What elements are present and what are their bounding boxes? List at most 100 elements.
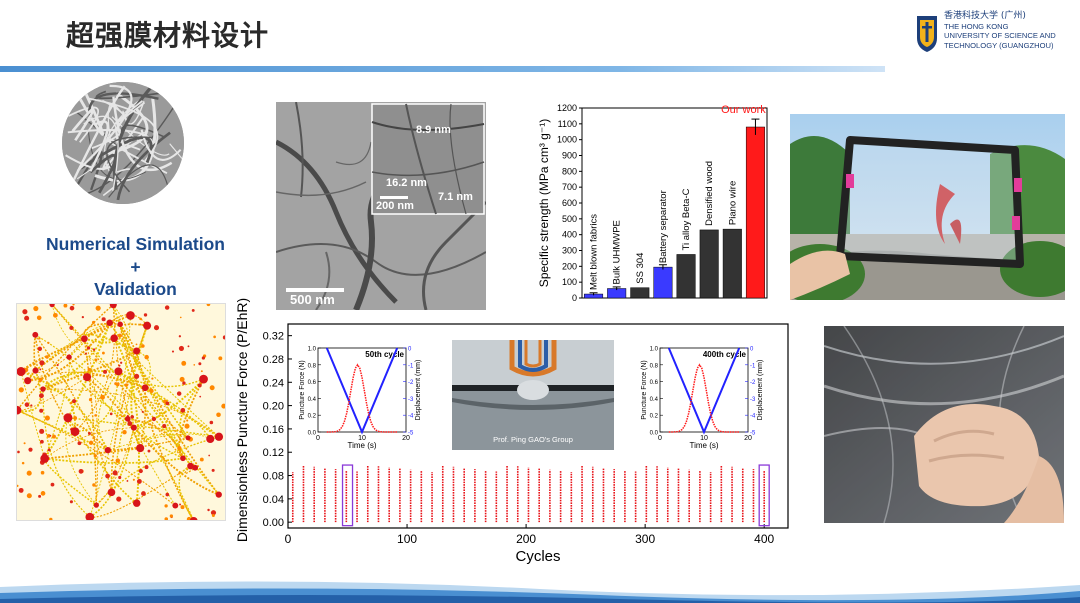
- sim-strand: [117, 370, 184, 459]
- sem-fiber: [76, 84, 133, 172]
- sem-fiber: [87, 97, 159, 155]
- sim-strand: [67, 417, 220, 438]
- sim-hotspot: [165, 401, 170, 406]
- university-crest-icon: [917, 16, 937, 52]
- sim-hotspot: [40, 491, 46, 496]
- sim-hotspot: [222, 335, 225, 340]
- sem-fiber: [89, 120, 109, 172]
- sim-hotspot: [102, 351, 105, 355]
- tem-label-b: 16.2 nm: [386, 177, 427, 189]
- bar-y-tick-label: 900: [562, 151, 577, 161]
- sim-hotspot: [184, 423, 190, 429]
- inset-left-tick-label: 0.4: [650, 397, 659, 403]
- sim-hotspot: [86, 346, 91, 350]
- inset-displacement-line: [325, 347, 399, 435]
- simulation-label-line1: Numerical Simulation: [46, 234, 225, 254]
- sim-node: [124, 416, 131, 422]
- tem-label-c: 7.1 nm: [438, 191, 473, 203]
- sim-hotspot: [141, 344, 145, 348]
- sim-strand: [117, 370, 220, 438]
- sim-hotspot: [209, 420, 214, 425]
- sim-hotspot: [17, 450, 20, 454]
- sim-node: [132, 499, 141, 507]
- sem-fiber: [89, 153, 117, 194]
- sim-strand: [89, 315, 131, 518]
- sim-strand: [17, 409, 176, 506]
- inset-left-axis-label: Puncture Force (N): [641, 360, 648, 420]
- inset-right-tick-label: 0: [750, 347, 754, 353]
- sim-node: [192, 464, 199, 471]
- sim-hotspot: [178, 472, 181, 475]
- sim-hotspot: [136, 479, 142, 484]
- sem-fiber: [169, 143, 184, 160]
- main-y-tick-label: 0.28: [263, 354, 284, 366]
- sim-hotspot: [46, 433, 51, 438]
- sim-strand: [20, 370, 109, 451]
- sim-strand: [43, 388, 220, 438]
- bar-y-axis-label: Specific strength (MPa cm³ g⁻¹): [537, 119, 551, 287]
- sim-hotspot: [209, 385, 215, 391]
- sim-hotspot: [186, 419, 189, 422]
- sim-hotspot: [117, 333, 122, 338]
- sem-fiber: [107, 138, 168, 174]
- sim-hotspot: [52, 312, 58, 318]
- sim-hotspot: [118, 364, 121, 367]
- sim-hotspot: [63, 304, 68, 308]
- sim-node: [85, 512, 95, 520]
- sim-hotspot: [211, 468, 215, 472]
- highlight-cycle-box-0: [341, 464, 354, 527]
- bar-y-tick-label: 400: [562, 230, 577, 240]
- inset-x-tick-label: 0: [316, 435, 320, 442]
- sim-strand: [178, 378, 205, 459]
- sim-hotspot: [177, 445, 182, 451]
- inset-left-axis-label: Puncture Force (N): [299, 360, 306, 420]
- sim-strand: [42, 370, 119, 390]
- sim-hotspot: [39, 428, 45, 434]
- sim-hotspot: [181, 360, 187, 366]
- sim-strand: [42, 389, 91, 518]
- bar-4: [676, 254, 696, 299]
- main-y-tick-label: 0.16: [263, 424, 284, 436]
- sim-node: [130, 424, 137, 431]
- bar-y-tick-label: 500: [562, 214, 577, 224]
- university-name-en-1: THE HONG KONG: [944, 21, 1009, 31]
- sim-strand: [96, 427, 135, 506]
- sem-fiber: [95, 90, 170, 100]
- main-x-axis-label: Cycles: [515, 548, 560, 565]
- sim-node: [136, 444, 145, 453]
- main-y-tick-label: 0.20: [263, 401, 284, 413]
- inset-right-tick-label: -5: [408, 431, 414, 437]
- inset-right-tick-label: -1: [750, 363, 756, 369]
- sim-hotspot: [198, 362, 202, 366]
- sim-hotspot: [69, 325, 74, 330]
- inset-right-tick-label: 0: [408, 347, 412, 353]
- sim-strand: [43, 322, 111, 460]
- sim-hotspot: [147, 449, 151, 453]
- sim-strand: [178, 465, 195, 520]
- sim-strand: [20, 371, 46, 459]
- sim-hotspot: [164, 305, 170, 310]
- highlight-cycle-box-1: [758, 464, 770, 527]
- sim-hotspot: [112, 470, 118, 476]
- sim-hotspot: [88, 440, 94, 445]
- slide-title: 超强膜材料设计: [66, 19, 270, 52]
- sim-strand: [112, 304, 141, 449]
- sim-hotspot: [105, 473, 110, 479]
- sim-hotspot: [134, 373, 140, 379]
- sim-strand: [139, 434, 189, 449]
- sim-node: [32, 331, 39, 338]
- sim-hotspot: [162, 424, 167, 429]
- sim-strand: [112, 304, 129, 340]
- simulation-label-line3: Validation: [94, 279, 177, 299]
- sim-hotspot: [94, 358, 98, 362]
- sim-strand: [89, 465, 191, 518]
- sim-node: [126, 311, 135, 320]
- sim-hotspot: [107, 387, 109, 390]
- sim-hotspot: [126, 480, 129, 482]
- sim-hotspot: [30, 404, 33, 407]
- sim-strand: [42, 388, 76, 432]
- sim-hotspot: [206, 304, 211, 307]
- sim-strand: [17, 376, 88, 411]
- sim-hotspot: [39, 439, 44, 444]
- sim-node: [187, 462, 194, 470]
